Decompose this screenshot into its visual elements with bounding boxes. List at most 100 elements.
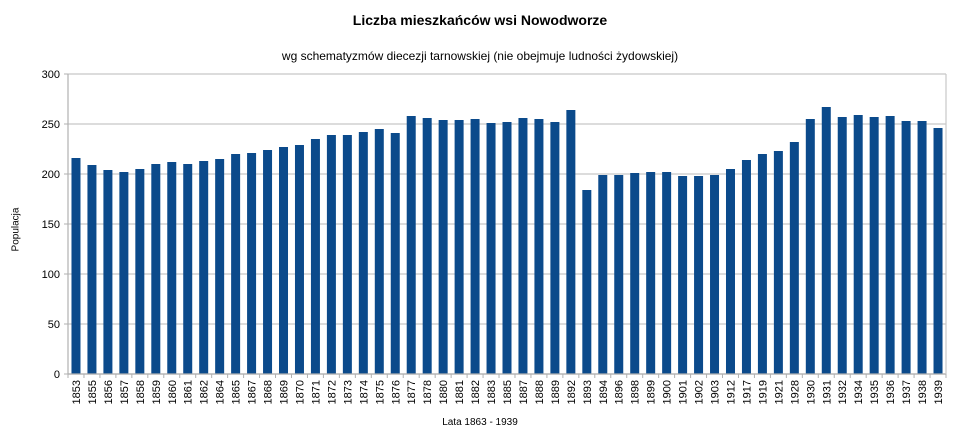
chart-subtitle: wg schematyzmów diecezji tarnowskiej (ni… <box>281 49 679 63</box>
y-tick-label: 50 <box>48 319 60 331</box>
bar-1894 <box>598 175 608 374</box>
x-tick-label: 1919 <box>757 380 769 404</box>
x-tick-label: 1862 <box>199 380 211 404</box>
x-tick-label: 1939 <box>933 380 945 404</box>
bar-1859 <box>151 164 161 374</box>
x-tick-label: 1867 <box>247 380 259 404</box>
bar-1935 <box>869 117 879 374</box>
x-tick-label: 1931 <box>821 380 833 404</box>
bar-1878 <box>422 118 432 374</box>
bar-1856 <box>103 170 113 374</box>
bar-1939 <box>933 128 943 374</box>
x-tick-label: 1893 <box>582 380 594 404</box>
bar-1855 <box>87 165 97 374</box>
x-tick-label: 1864 <box>215 380 227 404</box>
x-tick-label: 1874 <box>358 380 370 404</box>
bar-1867 <box>247 153 257 374</box>
x-tick-label: 1892 <box>566 380 578 404</box>
x-tick-label: 1932 <box>837 380 849 404</box>
bar-1860 <box>167 162 177 374</box>
bar-1865 <box>231 154 241 374</box>
x-tick-label: 1881 <box>454 380 466 404</box>
x-tick-label: 1865 <box>231 380 243 404</box>
x-tick-label: 1860 <box>167 380 179 404</box>
bar-1888 <box>534 119 544 374</box>
x-tick-label: 1875 <box>374 380 386 404</box>
bar-1928 <box>789 142 799 374</box>
x-tick-label: 1901 <box>678 380 690 404</box>
x-tick-label: 1899 <box>646 380 658 404</box>
bar-1934 <box>853 115 863 374</box>
y-tick-label: 150 <box>42 219 60 231</box>
bar-1930 <box>805 119 815 374</box>
bar-1885 <box>502 122 512 374</box>
bar-1869 <box>279 147 289 374</box>
x-tick-label: 1937 <box>901 380 913 404</box>
y-tick-label: 250 <box>42 119 60 131</box>
x-tick-label: 1887 <box>518 380 530 404</box>
bar-1857 <box>119 172 129 374</box>
x-axis-ticks: 1853 1855 1856 1857 1858 1859 1860 1861 1862 1864… <box>67 374 947 404</box>
bar-1921 <box>773 151 783 374</box>
x-tick-label: 1868 <box>263 380 275 404</box>
y-tick-label: 100 <box>42 269 60 281</box>
bar-1932 <box>837 117 847 374</box>
bar-1899 <box>646 172 656 374</box>
bar-1872 <box>326 135 336 374</box>
bar-1868 <box>263 150 273 374</box>
x-tick-label: 1873 <box>342 380 354 404</box>
y-tick-label: 200 <box>42 169 60 181</box>
bar-1876 <box>390 133 400 374</box>
x-tick-label: 1900 <box>662 380 674 404</box>
x-tick-label: 1912 <box>725 380 737 404</box>
bar-1870 <box>294 145 304 374</box>
bar-1896 <box>614 175 624 374</box>
x-tick-label: 1876 <box>390 380 402 404</box>
bar-1871 <box>310 139 320 374</box>
bar-1937 <box>901 121 911 374</box>
x-tick-label: 1883 <box>486 380 498 404</box>
x-tick-label: 1870 <box>294 380 306 404</box>
x-tick-label: 1855 <box>87 380 99 404</box>
bar-1898 <box>630 173 640 374</box>
bar-1864 <box>215 159 225 374</box>
x-tick-label: 1872 <box>326 380 338 404</box>
bar-1902 <box>694 176 704 374</box>
bar-1861 <box>183 164 193 374</box>
x-tick-label: 1917 <box>741 380 753 404</box>
x-tick-label: 1888 <box>534 380 546 404</box>
x-tick-label: 1882 <box>470 380 482 404</box>
x-tick-label: 1930 <box>805 380 817 404</box>
x-tick-label: 1859 <box>151 380 163 404</box>
bar-1862 <box>199 161 209 374</box>
bar-1887 <box>518 118 528 374</box>
bar-1858 <box>135 169 145 374</box>
bar-1912 <box>725 169 735 374</box>
x-tick-label: 1902 <box>694 380 706 404</box>
x-tick-label: 1898 <box>630 380 642 404</box>
x-tick-label: 1858 <box>135 380 147 404</box>
x-tick-label: 1938 <box>917 380 929 404</box>
x-tick-label: 1877 <box>406 380 418 404</box>
bar-1873 <box>342 135 352 374</box>
x-tick-label: 1935 <box>869 380 881 404</box>
bars <box>71 107 943 374</box>
bar-1893 <box>582 190 592 374</box>
x-tick-label: 1903 <box>710 380 722 404</box>
bar-1883 <box>486 123 496 374</box>
bar-1881 <box>454 120 464 374</box>
chart-title: Liczba mieszkańców wsi Nowodworze <box>352 12 608 28</box>
x-axis-title: Lata 1863 - 1939 <box>442 417 518 428</box>
bar-1889 <box>550 122 560 374</box>
bar-1900 <box>662 172 672 374</box>
bar-1874 <box>358 132 368 374</box>
bar-1875 <box>374 129 384 374</box>
bar-1931 <box>821 107 831 374</box>
bar-1892 <box>566 110 576 374</box>
bar-1903 <box>710 175 720 374</box>
bar-1882 <box>470 119 480 374</box>
bar-1917 <box>741 160 751 374</box>
x-tick-label: 1936 <box>885 380 897 404</box>
bar-1936 <box>885 116 895 374</box>
